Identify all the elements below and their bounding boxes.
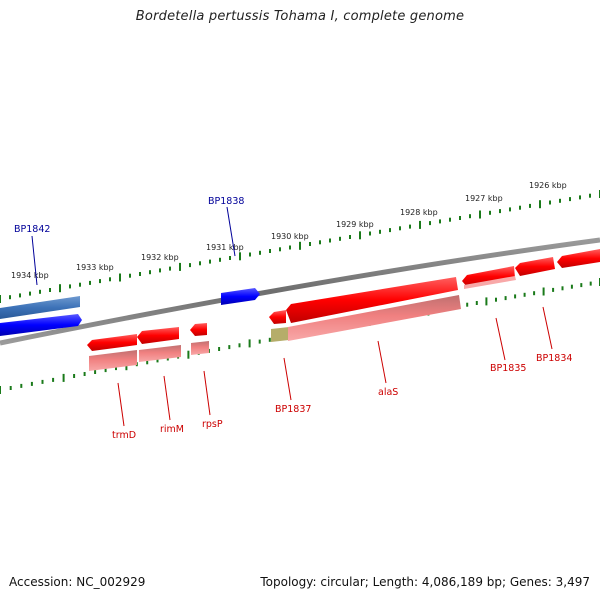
scale-ticks-upper bbox=[0, 190, 600, 303]
gene-bp1835[interactable] bbox=[462, 266, 515, 287]
topology-text: Topology: circular; Length: 4,086,189 bp… bbox=[260, 575, 590, 589]
gene-bp1842-shadow[interactable] bbox=[0, 296, 80, 319]
gene-rimM[interactable] bbox=[137, 327, 179, 344]
gene-bp1838[interactable] bbox=[221, 288, 260, 305]
gene-label-bp1842[interactable]: BP1842 bbox=[14, 224, 50, 235]
gene-rpsP-rna[interactable] bbox=[191, 341, 209, 355]
gene-label-alaS[interactable]: alaS bbox=[378, 387, 398, 398]
accession-text: Accession: NC_002929 bbox=[9, 575, 146, 589]
scale-label: 1932 kbp bbox=[141, 253, 179, 262]
map-title: Bordetella pertussis Tohama I, complete … bbox=[135, 9, 465, 24]
gene-alaS-rna[interactable] bbox=[288, 295, 461, 341]
label-connectors bbox=[31, 206, 553, 427]
gene-label-bp1834[interactable]: BP1834 bbox=[536, 353, 572, 364]
gene-label-rpsP[interactable]: rpsP bbox=[202, 419, 223, 430]
gene-label-rimM[interactable]: rimM bbox=[160, 424, 184, 435]
scale-label: 1928 kbp bbox=[400, 208, 438, 217]
scale-labels: 1934 kbp 1933 kbp 1932 kbp 1931 kbp 1930… bbox=[11, 181, 567, 280]
scale-label: 1926 kbp bbox=[529, 181, 567, 190]
scale-label: 1934 kbp bbox=[11, 271, 49, 280]
gene-rimM-rna[interactable] bbox=[139, 345, 181, 362]
scale-label: 1927 kbp bbox=[465, 194, 503, 203]
gene-bp1837-feature[interactable] bbox=[271, 327, 289, 342]
gene-rpsP[interactable] bbox=[190, 323, 207, 336]
gene-trmD-rna[interactable] bbox=[89, 350, 137, 371]
gene-label-trmD[interactable]: trmD bbox=[112, 430, 136, 441]
scale-label: 1929 kbp bbox=[336, 220, 374, 229]
gene-label-bp1835[interactable]: BP1835 bbox=[490, 363, 526, 374]
gene-bp1834-a[interactable] bbox=[515, 257, 555, 276]
scale-label: 1933 kbp bbox=[76, 263, 114, 272]
gene-bp1835-rna bbox=[464, 276, 516, 289]
gene-bp1837[interactable] bbox=[269, 310, 286, 324]
scale-label: 1931 kbp bbox=[206, 243, 244, 252]
genome-backbone bbox=[0, 237, 600, 346]
gene-label-bp1837[interactable]: BP1837 bbox=[275, 404, 311, 415]
scale-label: 1930 kbp bbox=[271, 232, 309, 241]
gene-bp1842[interactable] bbox=[0, 314, 82, 336]
gene-trmD[interactable] bbox=[87, 334, 137, 351]
gene-alaS[interactable] bbox=[286, 277, 458, 323]
gene-labels: BP1842 BP1838 trmD rimM rpsP BP1837 alaS… bbox=[14, 196, 572, 441]
gene-bp1834-b[interactable] bbox=[557, 249, 600, 268]
gene-label-bp1838[interactable]: BP1838 bbox=[208, 196, 244, 207]
